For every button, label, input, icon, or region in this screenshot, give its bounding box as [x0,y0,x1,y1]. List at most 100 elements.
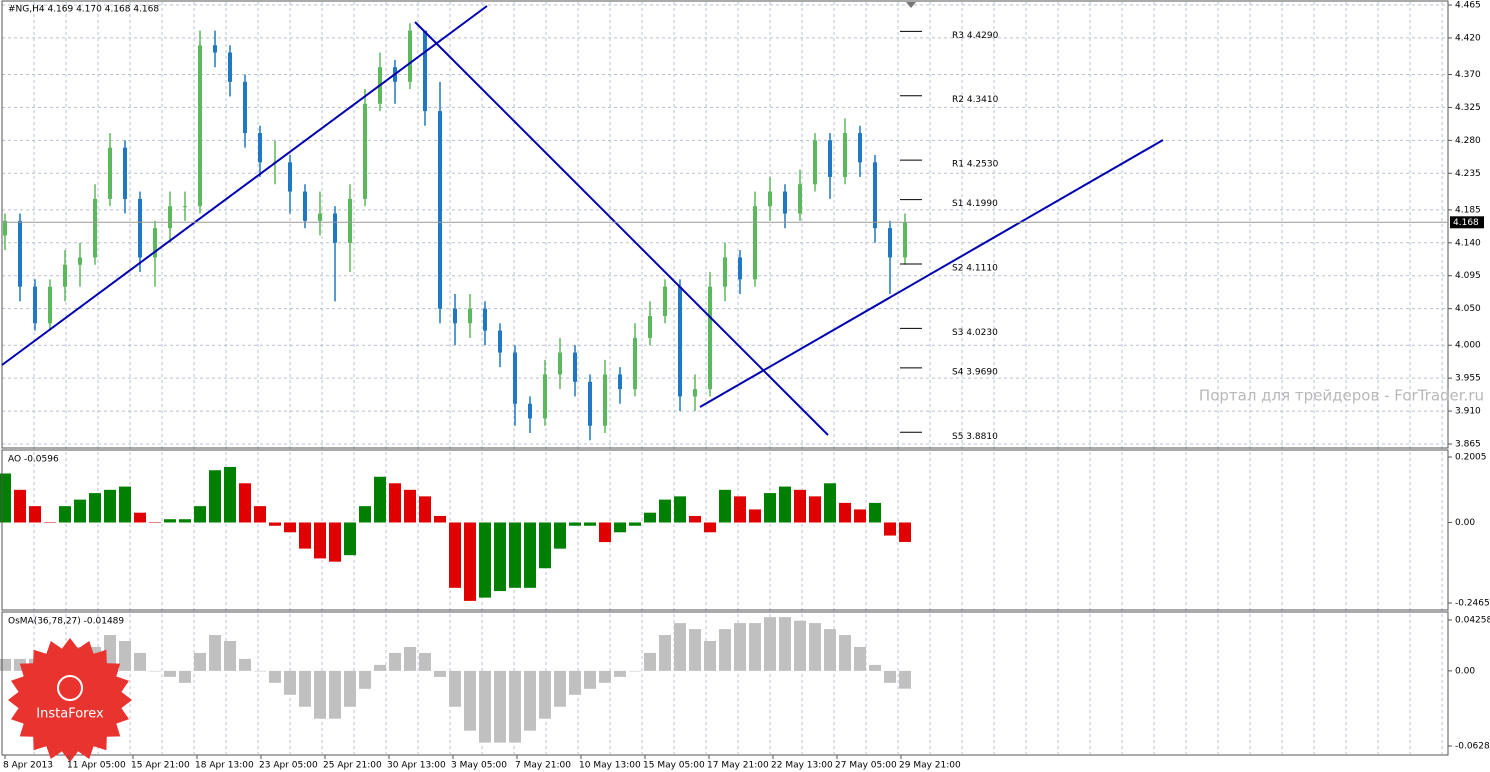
histogram-bar [749,623,761,671]
histogram-bar [179,670,191,683]
histogram-bar [524,670,536,731]
histogram-bar [194,652,206,671]
histogram-bar [59,506,71,523]
histogram-bar [809,623,821,671]
candle-body [183,206,187,208]
candle-body [828,140,832,177]
histogram-bar [539,522,551,569]
histogram-bar [149,670,161,672]
candle-body [843,133,847,177]
histogram-bar [704,641,716,671]
histogram-bar [629,522,641,526]
histogram-bar [869,502,881,523]
y-tick-label: 4.095 [1455,271,1481,281]
candle-body [498,330,502,353]
y-tick-label: 4.235 [1455,169,1481,179]
histogram-bar [104,489,116,523]
candle-body [708,286,712,390]
histogram-bar [434,515,446,523]
histogram-bar [104,635,116,671]
histogram-bar [734,623,746,671]
histogram-bar [644,512,656,523]
histogram-bar [464,522,476,601]
histogram-bar [449,670,461,707]
histogram-bar [404,489,416,523]
x-tick-label: 22 May 13:00 [771,761,833,771]
histogram-bar [764,493,776,523]
histogram-bar [689,629,701,671]
histogram-bar [89,493,101,523]
candle-body [198,45,202,207]
candle-body [513,352,517,404]
candle-body [18,220,22,287]
histogram-bar [164,519,176,523]
candle-body [93,198,97,258]
ao-panel [1,449,1449,611]
histogram-bar [899,670,911,689]
y-tick-label: 4.325 [1455,103,1481,113]
histogram-bar [854,509,866,523]
histogram-bar [209,635,221,671]
histogram-bar [494,670,506,743]
x-tick-label: 15 Apr 21:00 [131,761,190,771]
candle-body [468,308,472,324]
histogram-bar [419,652,431,671]
candle-body [858,133,862,163]
candle-body [813,140,817,185]
histogram-bar [569,670,581,695]
candle-body [408,30,412,82]
x-tick-label: 8 Apr 2013 [3,761,53,771]
histogram-bar [494,522,506,592]
histogram-bar [449,522,461,588]
x-tick-label: 29 May 21:00 [899,761,961,771]
candle-body [303,191,307,221]
histogram-bar [389,483,401,523]
histogram-bar [854,646,866,671]
histogram-bar [779,486,791,523]
histogram-bar [554,670,566,707]
candle-body [588,381,592,426]
histogram-bar [14,658,26,671]
x-tick-label: 23 Apr 05:00 [259,761,318,771]
candle-body [603,374,607,426]
ao-header: AO -0.0596 [8,455,59,465]
histogram-bar [179,519,191,523]
histogram-bar [779,617,791,671]
histogram-bar [329,522,341,562]
pivot-label: S5 3.8810 [952,432,998,442]
watermark: Портал для трейдеров - ForTrader.ru [1199,387,1484,405]
histogram-bar [794,489,806,523]
histogram-bar [134,512,146,523]
y-tick-label: 4.370 [1455,70,1481,80]
x-tick-label: 10 May 13:00 [579,761,641,771]
x-tick-label: 7 May 21:00 [515,761,571,771]
trend-line [1,5,488,366]
histogram-bar [479,670,491,743]
histogram-bar [254,670,266,672]
histogram-bar [614,522,626,533]
histogram-bar [14,489,26,523]
pivot-label: S4 3.9690 [952,367,998,377]
candle-body [648,315,652,338]
x-tick-label: 30 Apr 13:00 [387,761,446,771]
histogram-bar [314,522,326,559]
y-tick-label: 4.000 [1455,341,1481,351]
histogram-bar [509,670,521,743]
candle-body [663,286,667,316]
candle-body [63,264,67,287]
histogram-bar [524,522,536,588]
histogram-bar [599,522,611,543]
histogram-bar [119,641,131,671]
chart-header: #NG,H4 4.169 4.170 4.168 4.168 [8,5,159,15]
grid [2,2,1448,754]
y-tick-label: 0.04258 [1455,616,1490,626]
candle-body [78,257,82,265]
pivot-label: R1 4.2530 [952,160,999,170]
histogram-bar [299,522,311,549]
y-tick-label: -0.2465 [1455,599,1490,609]
histogram-bar [719,629,731,671]
y-tick-label: 0.2005 [1455,453,1487,463]
y-tick-label: 3.865 [1455,440,1481,450]
histogram-bar [224,466,236,523]
